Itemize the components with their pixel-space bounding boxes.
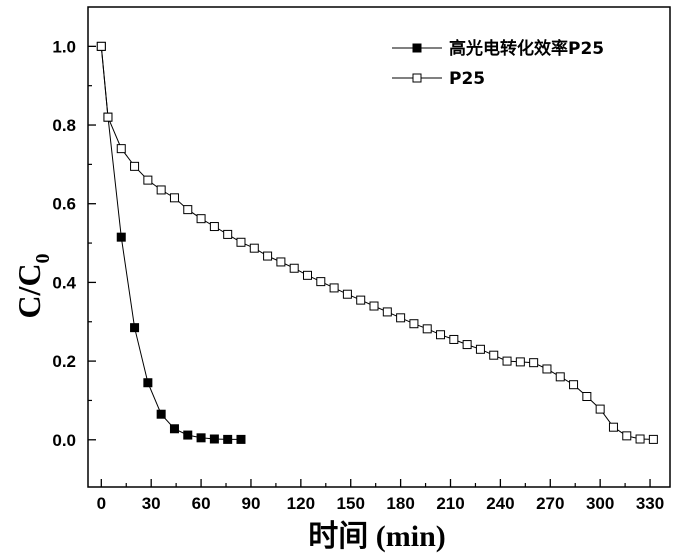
- data-point: [609, 423, 617, 431]
- x-tick-label: 270: [536, 494, 564, 513]
- data-point: [131, 324, 139, 332]
- data-point: [184, 431, 192, 439]
- data-point: [530, 359, 538, 367]
- axis-ticks: 0 30 60 90 120 150 180 210 240 270 300 330 0.0 0.2 0.4…: [52, 37, 664, 513]
- x-tick-label: 60: [192, 494, 211, 513]
- data-point: [277, 258, 285, 266]
- y-axis-title-subscript: 0: [32, 253, 54, 263]
- svg-text:C/C0: C/C0: [11, 253, 54, 318]
- legend-label: 高光电转化效率P25: [449, 38, 604, 59]
- data-point: [197, 434, 205, 442]
- data-point: [450, 335, 458, 343]
- data-point: [623, 432, 631, 440]
- legend-label: P25: [449, 69, 485, 89]
- data-point: [184, 206, 192, 214]
- data-point: [157, 186, 165, 194]
- x-tick-label: 300: [586, 494, 614, 513]
- data-point: [303, 271, 311, 279]
- data-point: [330, 284, 338, 292]
- x-tick-label: 30: [142, 494, 161, 513]
- x-axis-title: 时间 (min): [308, 520, 446, 553]
- data-point: [649, 435, 657, 443]
- plot-frame: [88, 7, 670, 487]
- data-point: [144, 176, 152, 184]
- data-point: [596, 405, 604, 413]
- data-point: [397, 314, 405, 322]
- series-2: [97, 42, 657, 443]
- data-point: [317, 278, 325, 286]
- data-point: [357, 296, 365, 304]
- data-point: [210, 435, 218, 443]
- data-point: [476, 345, 484, 353]
- x-tick-label: 0: [97, 494, 106, 513]
- data-point: [117, 233, 125, 241]
- y-tick-label: 0.6: [52, 195, 76, 214]
- data-point: [157, 410, 165, 418]
- data-point: [383, 308, 391, 316]
- data-point: [224, 230, 232, 238]
- data-point: [131, 162, 139, 170]
- data-point: [210, 223, 218, 231]
- data-point: [250, 244, 258, 252]
- data-point: [117, 145, 125, 153]
- data-point: [264, 252, 272, 260]
- data-point: [463, 341, 471, 349]
- x-tick-label: 90: [241, 494, 260, 513]
- data-point: [543, 365, 551, 373]
- data-point: [503, 357, 511, 365]
- data-point: [104, 113, 112, 121]
- y-axis-title-main: C/C: [11, 263, 47, 318]
- y-tick-label: 0.8: [52, 116, 76, 135]
- data-point: [343, 290, 351, 298]
- x-tick-label: 180: [386, 494, 414, 513]
- legend-marker: [413, 44, 421, 52]
- data-point: [290, 264, 298, 272]
- data-point: [583, 393, 591, 401]
- data-point: [170, 425, 178, 433]
- x-tick-label: 210: [436, 494, 464, 513]
- x-tick-label: 240: [486, 494, 514, 513]
- data-point: [370, 302, 378, 310]
- x-tick-label: 120: [287, 494, 315, 513]
- data-point: [170, 194, 178, 202]
- data-point: [516, 358, 524, 366]
- data-point: [570, 381, 578, 389]
- series-layer: [97, 42, 657, 443]
- data-point: [437, 331, 445, 339]
- series-1: [97, 42, 245, 443]
- data-point: [144, 379, 152, 387]
- series-line: [101, 46, 241, 439]
- data-point: [237, 435, 245, 443]
- y-tick-label: 1.0: [52, 37, 76, 56]
- data-point: [197, 215, 205, 223]
- x-tick-label: 330: [636, 494, 664, 513]
- data-point: [490, 351, 498, 359]
- y-tick-label: 0.4: [52, 273, 76, 292]
- y-tick-label: 0.2: [52, 352, 76, 371]
- data-point: [224, 435, 232, 443]
- legend-marker: [413, 74, 421, 82]
- y-tick-label: 0.0: [52, 431, 76, 450]
- data-point: [237, 238, 245, 246]
- data-point: [636, 435, 644, 443]
- data-point: [410, 320, 418, 328]
- data-point: [423, 325, 431, 333]
- legend: 高光电转化效率P25 P25: [392, 38, 604, 89]
- data-point: [97, 42, 105, 50]
- data-point: [556, 373, 564, 381]
- y-axis-title: C/C0: [11, 253, 54, 318]
- x-tick-label: 150: [337, 494, 365, 513]
